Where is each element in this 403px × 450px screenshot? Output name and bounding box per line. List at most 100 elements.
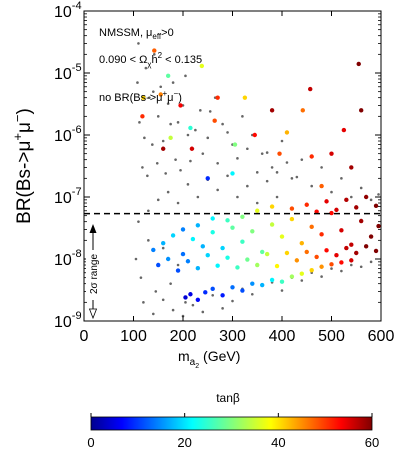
gray-point [280, 139, 284, 143]
tanbeta-point [210, 286, 215, 292]
tanbeta-point [185, 259, 191, 264]
tanbeta-point [168, 135, 173, 141]
gray-point [295, 175, 299, 179]
y-axis-label: BR(Bs->μ+μ−) [10, 108, 35, 224]
gray-point [148, 96, 151, 99]
tanbeta-point [373, 248, 379, 254]
tanbeta-point [151, 247, 156, 253]
gray-point [196, 195, 200, 199]
gray-point [137, 220, 140, 223]
tanbeta-point [188, 125, 193, 131]
gray-point [330, 190, 333, 194]
gray-point [151, 143, 154, 146]
tanbeta-point [203, 290, 208, 295]
tanbeta-point [252, 132, 257, 138]
gray-point [216, 161, 219, 165]
tanbeta-point [334, 253, 339, 258]
tanbeta-point [368, 234, 374, 239]
gray-point [186, 183, 190, 186]
tanbeta-point [319, 183, 324, 189]
tanbeta-point [140, 114, 145, 119]
tanbeta-point [319, 232, 324, 237]
gray-point [260, 152, 264, 155]
tanbeta-point [178, 103, 183, 108]
tanbeta-point [215, 95, 220, 100]
x-tick-label: 100 [120, 328, 147, 345]
gray-point [156, 115, 160, 118]
gray-point [350, 195, 353, 199]
tanbeta-point [269, 108, 275, 113]
tanbeta-point [195, 297, 201, 302]
gray-point [290, 177, 294, 180]
tanbeta-point [349, 242, 354, 247]
gray-point [166, 102, 170, 105]
tanbeta-point [205, 176, 210, 181]
tanbeta-point [376, 223, 381, 229]
tanbeta-point [240, 214, 245, 219]
tanbeta-point [175, 268, 181, 273]
gray-point [161, 298, 165, 302]
gray-point [265, 151, 269, 154]
y-tick-label: 10-6 [54, 124, 82, 145]
tanbeta-point [274, 263, 280, 269]
gray-point [320, 275, 323, 278]
tanbeta-point [156, 262, 161, 268]
gray-point [191, 303, 195, 307]
tanbeta-point [299, 271, 304, 276]
tanbeta-point [344, 245, 349, 251]
tanbeta-point [359, 218, 364, 224]
tanbeta-point [230, 171, 235, 176]
tanbeta-point [319, 264, 324, 269]
gray-point [169, 122, 172, 126]
gray-point [255, 201, 259, 205]
gray-point [216, 188, 219, 192]
gray-point [226, 131, 229, 134]
gray-point [156, 198, 160, 202]
gray-point [161, 246, 165, 250]
tanbeta-point [141, 95, 146, 100]
tanbeta-point [304, 249, 309, 255]
gray-point [377, 193, 380, 196]
gray-point [211, 293, 214, 297]
gray-point [171, 308, 175, 312]
tanbeta-point [324, 248, 329, 253]
gray-point [310, 184, 314, 188]
x-tick-label: 500 [318, 328, 345, 345]
gray-point [164, 172, 167, 175]
y-axis-ticks: 10-9 10-8 10-7 10-6 10-5 10-4 [54, 0, 381, 331]
gray-point [176, 121, 180, 124]
tanbeta-point [260, 249, 265, 255]
gray-point [208, 110, 212, 113]
tanbeta-point [183, 295, 188, 300]
tanbeta-point [158, 92, 163, 97]
gray-point [186, 133, 190, 137]
gray-point [176, 201, 180, 205]
tanbeta-point [354, 205, 359, 210]
x-axis-ticks: 0 100 200 300 400 500 600 [80, 11, 395, 345]
gray-point [143, 136, 146, 140]
gray-point [265, 179, 269, 183]
annotation-nmssm: NMSSM, μeff>0 [99, 27, 174, 41]
gray-point [320, 166, 323, 169]
y-tick-label: 10-9 [54, 310, 82, 331]
tanbeta-point [277, 151, 282, 156]
tanbeta-point [344, 197, 349, 203]
tanbeta-point [289, 206, 295, 211]
tanbeta-point [232, 142, 238, 147]
tanbeta-point [334, 207, 339, 213]
gray-point [189, 159, 192, 163]
gray-point [152, 53, 156, 56]
gray-point [159, 85, 163, 89]
gray-point [154, 290, 158, 293]
colorbar-ticks: 0 20 40 60 [87, 413, 379, 450]
tanbeta-point [299, 240, 304, 246]
tanbeta-point [309, 154, 314, 159]
gray-point [270, 166, 274, 169]
tanbeta-point [339, 228, 344, 233]
tanbeta-point [349, 165, 354, 170]
gray-point [236, 195, 239, 199]
gray-point [137, 42, 140, 45]
sigma-range-marker: 2σ range [86, 224, 100, 320]
x-tick-label: 600 [368, 328, 395, 345]
gray-point [280, 289, 284, 292]
